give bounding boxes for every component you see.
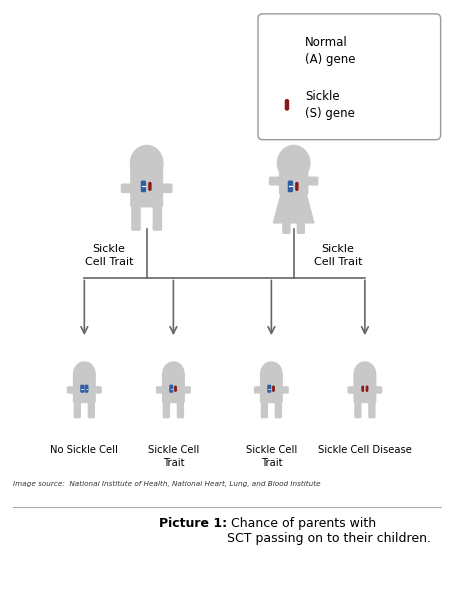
Circle shape <box>366 388 368 389</box>
Circle shape <box>362 388 364 389</box>
FancyBboxPatch shape <box>121 184 134 193</box>
FancyBboxPatch shape <box>67 387 76 393</box>
Circle shape <box>366 389 368 390</box>
FancyBboxPatch shape <box>74 399 80 418</box>
Circle shape <box>296 188 298 190</box>
Text: Sickle Cell
Trait: Sickle Cell Trait <box>246 445 297 468</box>
Circle shape <box>362 386 364 388</box>
FancyBboxPatch shape <box>132 203 140 230</box>
Text: Chance of parents with
SCT passing on to their children.: Chance of parents with SCT passing on to… <box>227 517 431 545</box>
Text: Image source:  National Institute of Health, National Heart, Lung, and Blood Ins: Image source: National Institute of Heal… <box>13 481 321 487</box>
Circle shape <box>130 145 163 181</box>
FancyBboxPatch shape <box>297 220 304 233</box>
Circle shape <box>175 390 176 391</box>
Text: Normal
(A) gene: Normal (A) gene <box>305 35 356 65</box>
Circle shape <box>74 362 95 385</box>
FancyBboxPatch shape <box>355 399 361 418</box>
FancyBboxPatch shape <box>261 399 267 418</box>
Circle shape <box>273 390 274 391</box>
Text: Sickle
Cell Trait: Sickle Cell Trait <box>314 244 363 267</box>
FancyBboxPatch shape <box>261 373 282 402</box>
Circle shape <box>296 183 298 185</box>
FancyBboxPatch shape <box>280 387 288 393</box>
FancyBboxPatch shape <box>288 181 292 191</box>
Circle shape <box>273 388 274 389</box>
FancyBboxPatch shape <box>160 184 172 193</box>
Circle shape <box>277 145 310 181</box>
Text: No Sickle Cell: No Sickle Cell <box>50 445 119 455</box>
FancyBboxPatch shape <box>354 373 376 402</box>
FancyBboxPatch shape <box>275 399 282 418</box>
Circle shape <box>296 184 298 187</box>
Circle shape <box>273 389 274 390</box>
Text: Sickle
Cell Trait: Sickle Cell Trait <box>84 244 133 267</box>
Circle shape <box>366 390 368 391</box>
Polygon shape <box>273 190 314 223</box>
Circle shape <box>362 389 364 390</box>
FancyBboxPatch shape <box>369 399 375 418</box>
Circle shape <box>175 389 176 390</box>
Circle shape <box>362 390 364 391</box>
Circle shape <box>175 386 176 388</box>
FancyBboxPatch shape <box>284 48 290 61</box>
FancyBboxPatch shape <box>177 399 183 418</box>
Circle shape <box>163 362 184 385</box>
FancyBboxPatch shape <box>92 387 101 393</box>
FancyBboxPatch shape <box>280 163 308 194</box>
Circle shape <box>149 184 151 187</box>
FancyBboxPatch shape <box>88 399 94 418</box>
Text: Picture 1:: Picture 1: <box>159 517 227 530</box>
Circle shape <box>285 107 289 110</box>
FancyBboxPatch shape <box>163 373 184 402</box>
Circle shape <box>285 102 289 105</box>
FancyBboxPatch shape <box>81 385 83 392</box>
FancyBboxPatch shape <box>182 387 190 393</box>
Circle shape <box>296 186 298 188</box>
Circle shape <box>175 388 176 389</box>
Circle shape <box>366 386 368 388</box>
Circle shape <box>273 386 274 388</box>
Circle shape <box>149 186 151 188</box>
Text: Sickle Cell
Trait: Sickle Cell Trait <box>148 445 199 468</box>
FancyBboxPatch shape <box>131 163 163 207</box>
Text: Sickle
(S) gene: Sickle (S) gene <box>305 90 355 120</box>
Circle shape <box>149 183 151 185</box>
FancyBboxPatch shape <box>73 373 95 402</box>
Circle shape <box>261 362 282 385</box>
Circle shape <box>285 100 289 103</box>
FancyBboxPatch shape <box>156 387 165 393</box>
FancyBboxPatch shape <box>268 385 271 392</box>
FancyBboxPatch shape <box>305 177 318 185</box>
FancyBboxPatch shape <box>348 387 357 393</box>
FancyBboxPatch shape <box>164 399 169 418</box>
FancyBboxPatch shape <box>258 14 441 140</box>
FancyBboxPatch shape <box>153 203 162 230</box>
Circle shape <box>149 188 151 190</box>
Text: Sickle Cell Disease: Sickle Cell Disease <box>318 445 412 455</box>
FancyBboxPatch shape <box>270 177 283 185</box>
FancyBboxPatch shape <box>283 220 290 233</box>
Circle shape <box>354 362 375 385</box>
FancyBboxPatch shape <box>141 181 146 191</box>
Circle shape <box>285 104 289 108</box>
FancyBboxPatch shape <box>85 385 88 392</box>
FancyBboxPatch shape <box>255 387 263 393</box>
FancyBboxPatch shape <box>170 385 173 392</box>
FancyBboxPatch shape <box>373 387 382 393</box>
